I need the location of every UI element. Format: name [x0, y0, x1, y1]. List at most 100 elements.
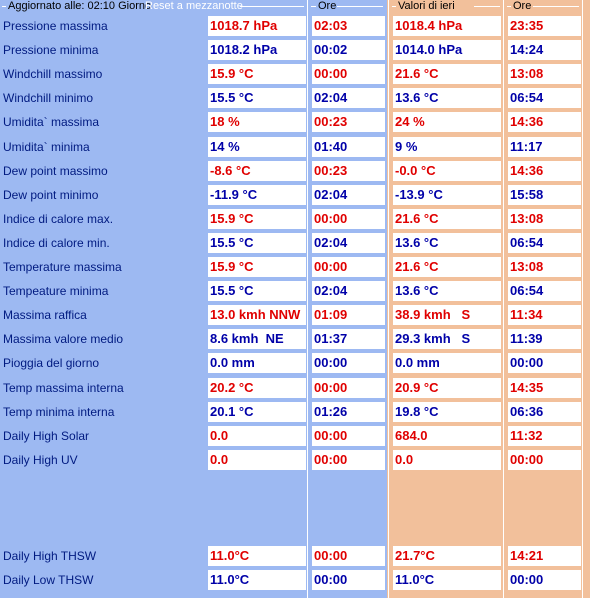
today-time: 00:00 [312, 257, 385, 277]
row-label: Daily High THSW [3, 549, 97, 563]
today-value: 14 % [208, 137, 306, 157]
row-label: Massima valore medio [3, 332, 124, 346]
today-time: 00:02 [312, 40, 385, 60]
yesterday-value: 29.3 kmh S [393, 329, 501, 349]
yesterday-value: 20.9 °C [393, 378, 501, 398]
group-box-line [392, 6, 396, 7]
group-box-line [311, 6, 316, 7]
yesterday-time: 15:58 [508, 185, 581, 205]
yesterday-value: 21.6 °C [393, 257, 501, 277]
today-value: 15.9 °C [208, 209, 306, 229]
today-time: 02:04 [312, 233, 385, 253]
yesterday-value: 0.0 mm [393, 353, 501, 373]
yesterday-time: 11:39 [508, 329, 581, 349]
hours-label-yesterday: Ore [513, 0, 532, 12]
today-time: 02:04 [312, 185, 385, 205]
group-box-line [474, 6, 500, 7]
today-time: 01:09 [312, 305, 385, 325]
today-time: 00:00 [312, 378, 385, 398]
today-value: 15.5 °C [208, 233, 306, 253]
today-value: 8.6 kmh NE [208, 329, 306, 349]
yesterday-value: 21.7°C [393, 546, 501, 566]
yesterday-value: 21.6 °C [393, 209, 501, 229]
today-value: 0.0 mm [208, 353, 306, 373]
yesterday-time: 13:08 [508, 209, 581, 229]
yesterday-time: 06:54 [508, 88, 581, 108]
column-separator [582, 0, 583, 598]
row-label: Dew point massimo [3, 164, 108, 178]
today-value: 1018.7 hPa [208, 16, 306, 36]
group-box-line [240, 6, 304, 7]
group-box-line [533, 6, 579, 7]
yesterday-time: 11:17 [508, 137, 581, 157]
group-box-line [2, 6, 6, 7]
yesterday-time: 06:36 [508, 402, 581, 422]
today-value: 20.2 °C [208, 378, 306, 398]
today-value: 15.9 °C [208, 257, 306, 277]
today-time: 00:23 [312, 112, 385, 132]
yesterday-time: 13:08 [508, 257, 581, 277]
row-label: Tempeature minima [3, 284, 109, 298]
yesterday-value: 0.0 [393, 450, 501, 470]
today-value: 15.5 °C [208, 88, 306, 108]
yesterday-time: 06:54 [508, 281, 581, 301]
row-label: Daily Low THSW [3, 573, 94, 587]
yesterday-time: 14:24 [508, 40, 581, 60]
today-time: 02:04 [312, 88, 385, 108]
today-value: 13.0 kmh NNW [208, 305, 306, 325]
yesterday-time: 14:21 [508, 546, 581, 566]
row-label: Windchill minimo [3, 91, 94, 105]
row-label: Pressione massima [3, 19, 108, 33]
today-time: 00:00 [312, 353, 385, 373]
row-label: Windchill massimo [3, 67, 103, 81]
today-time: 01:26 [312, 402, 385, 422]
today-time: 00:00 [312, 209, 385, 229]
today-time: 00:00 [312, 426, 385, 446]
today-value: -8.6 °C [208, 161, 306, 181]
today-value: 15.5 °C [208, 281, 306, 301]
yesterday-value: 24 % [393, 112, 501, 132]
today-time: 00:00 [312, 64, 385, 84]
yesterday-time: 00:00 [508, 450, 581, 470]
today-value: 18 % [208, 112, 306, 132]
yesterday-value: 13.6 °C [393, 233, 501, 253]
yesterday-value: -0.0 °C [393, 161, 501, 181]
column-separator [388, 0, 389, 598]
hours-label-today: Ore [318, 0, 337, 12]
today-value: 0.0 [208, 450, 306, 470]
reset-label: Reset a mezzanotte [145, 0, 243, 12]
today-time: 00:00 [312, 546, 385, 566]
yesterday-time: 11:32 [508, 426, 581, 446]
today-value: 11.0°C [208, 570, 306, 590]
row-label: Umidita` massima [3, 115, 100, 129]
yesterday-value: -13.9 °C [393, 185, 501, 205]
row-label: Massima raffica [3, 308, 87, 322]
yesterday-time: 13:08 [508, 64, 581, 84]
today-time: 00:00 [312, 570, 385, 590]
yesterday-time: 14:36 [508, 112, 581, 132]
yesterday-time: 14:36 [508, 161, 581, 181]
row-label: Temperature massima [3, 260, 122, 274]
today-time: 00:00 [312, 450, 385, 470]
yesterday-value: 684.0 [393, 426, 501, 446]
yesterday-time: 06:54 [508, 233, 581, 253]
row-label: Umidita` minima [3, 140, 90, 154]
yesterday-time: 00:00 [508, 570, 581, 590]
today-time: 01:37 [312, 329, 385, 349]
today-value: 11.0°C [208, 546, 306, 566]
yesterday-value: 13.6 °C [393, 281, 501, 301]
group-box-line [337, 6, 383, 7]
row-label: Daily High UV [3, 453, 78, 467]
today-value: -11.9 °C [208, 185, 306, 205]
today-time: 00:23 [312, 161, 385, 181]
yesterday-value: 19.8 °C [393, 402, 501, 422]
yesterday-value: 9 % [393, 137, 501, 157]
yesterday-value: 1014.0 hPa [393, 40, 501, 60]
row-label: Indice di calore max. [3, 212, 114, 226]
today-time: 02:03 [312, 16, 385, 36]
group-box-line [507, 6, 511, 7]
yesterday-time: 23:35 [508, 16, 581, 36]
today-value: 15.9 °C [208, 64, 306, 84]
yesterday-label: Valori di ieri [398, 0, 455, 12]
today-value: 20.1 °C [208, 402, 306, 422]
